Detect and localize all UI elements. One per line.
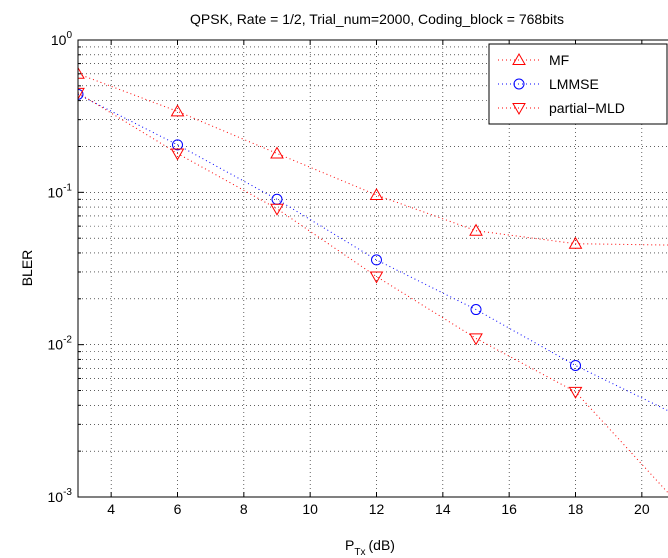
x-tick-label: 6 [174, 501, 182, 517]
data-point-1 [470, 304, 482, 316]
x-tick-label: 14 [435, 501, 451, 517]
x-tick-label: 10 [302, 501, 318, 517]
series-lines [78, 73, 668, 494]
chart-title: QPSK, Rate = 1/2, Trial_num=2000, Coding… [190, 11, 564, 27]
data-point-2 [369, 271, 384, 284]
series-line-0 [78, 73, 668, 246]
data-point-0 [568, 236, 583, 249]
x-tick-labels: 4 6 8 10 12 14 16 18 20 [107, 501, 650, 517]
legend-label: partial−MLD [549, 100, 625, 116]
data-point-0 [469, 223, 483, 236]
data-markers [78, 66, 583, 399]
data-point-0 [78, 66, 85, 79]
data-point-2 [270, 203, 284, 216]
data-point-2 [170, 148, 185, 161]
data-point-1 [271, 193, 283, 205]
y-tick-label: 10-3 [48, 487, 73, 505]
x-tick-label: 12 [369, 501, 385, 517]
axis-ticks [78, 40, 643, 498]
legend: MF LMMSE partial−MLD [488, 43, 668, 125]
y-tick-label: 100 [51, 30, 73, 48]
legend-marker [512, 103, 526, 116]
data-point-0 [369, 188, 384, 201]
data-point-0 [270, 146, 284, 159]
y-tick-label: 10-1 [48, 182, 73, 200]
data-point-2 [469, 333, 483, 346]
series-line-2 [78, 92, 668, 494]
data-point-1 [371, 254, 382, 266]
data-point-0 [170, 104, 185, 117]
x-tick-label: 16 [501, 501, 517, 517]
y-tick-labels: 100 10-1 10-2 10-3 [48, 30, 73, 505]
data-point-1 [172, 139, 183, 151]
y-axis-label: BLER [19, 250, 35, 287]
x-axis-label: PTx (dB) [345, 537, 395, 558]
x-tick-label: 20 [634, 501, 650, 517]
data-point-2 [78, 87, 85, 100]
x-tick-label: 18 [568, 501, 584, 517]
legend-marker [513, 78, 525, 90]
legend-label: LMMSE [549, 76, 599, 92]
data-point-2 [568, 386, 583, 399]
data-point-1 [570, 359, 581, 371]
y-tick-label: 10-2 [48, 335, 73, 353]
legend-marker [512, 52, 526, 65]
legend-label: MF [549, 52, 569, 68]
series-line-1 [78, 93, 668, 412]
x-tick-label: 8 [240, 501, 248, 517]
data-point-1 [78, 88, 84, 100]
x-tick-label: 4 [107, 501, 115, 517]
